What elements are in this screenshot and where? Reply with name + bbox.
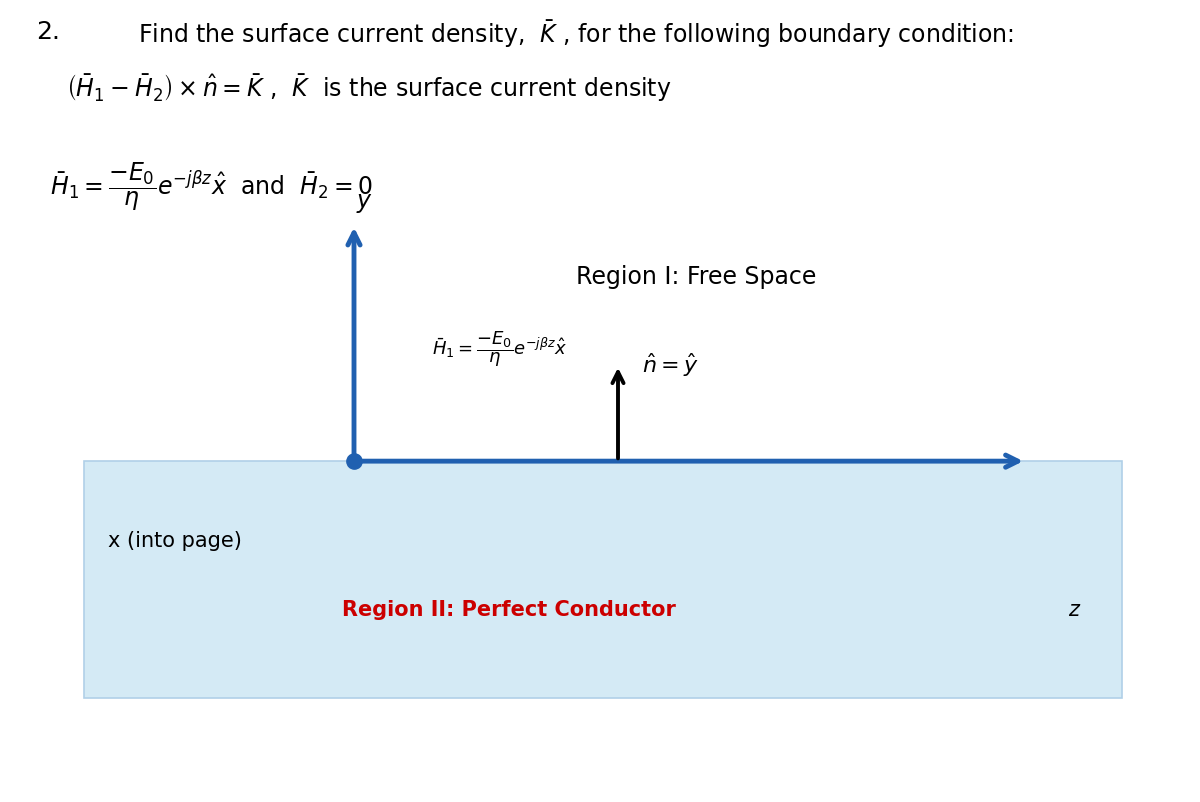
FancyBboxPatch shape	[84, 461, 1122, 698]
Text: z: z	[1068, 600, 1080, 619]
Text: $\left(\bar{H}_1 - \bar{H}_2\right) \times \hat{n} = \bar{K}$ ,  $\bar{K}$  is t: $\left(\bar{H}_1 - \bar{H}_2\right) \tim…	[66, 72, 672, 104]
Text: Region I: Free Space: Region I: Free Space	[576, 265, 816, 289]
Text: x (into page): x (into page)	[108, 532, 242, 551]
Text: Find the surface current density,  $\bar{K}$ , for the following boundary condit: Find the surface current density, $\bar{…	[138, 18, 1014, 50]
Text: $\bar{H}_1 = \dfrac{-E_0}{\eta} e^{-j\beta z} \hat{x}$: $\bar{H}_1 = \dfrac{-E_0}{\eta} e^{-j\be…	[432, 329, 568, 369]
Text: $\hat{n} = \hat{y}$: $\hat{n} = \hat{y}$	[642, 351, 698, 379]
Text: Region II: Perfect Conductor: Region II: Perfect Conductor	[342, 600, 676, 619]
Text: y: y	[356, 188, 371, 213]
Text: 2.: 2.	[36, 20, 60, 44]
Text: $\bar{H}_1 = \dfrac{-E_0}{\eta} e^{-j\beta z} \hat{x}$  and  $\bar{H}_2 = 0$: $\bar{H}_1 = \dfrac{-E_0}{\eta} e^{-j\be…	[50, 160, 373, 213]
